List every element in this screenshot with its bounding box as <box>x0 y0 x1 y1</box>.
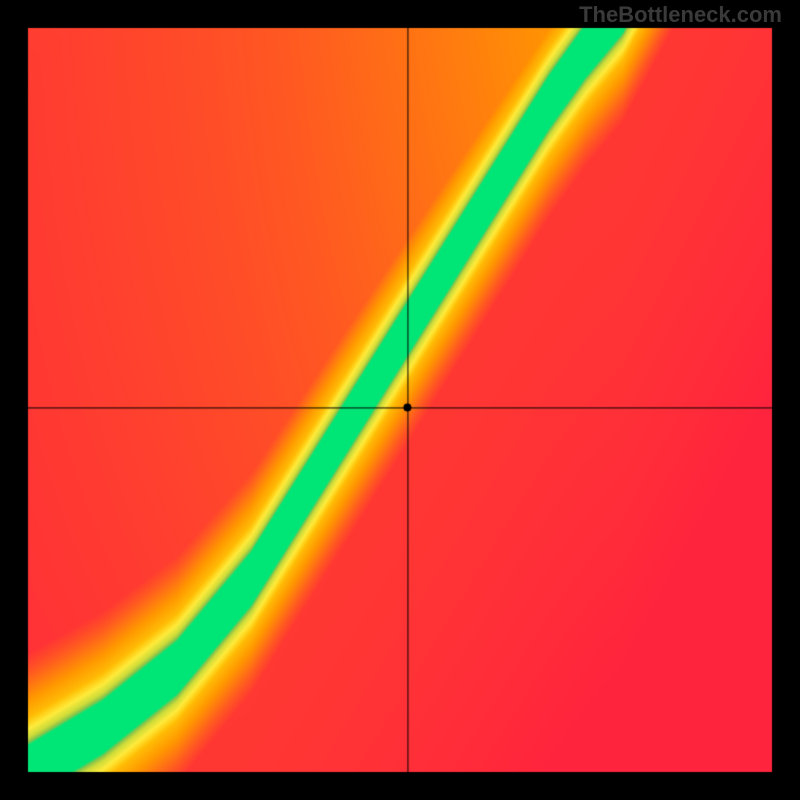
bottleneck-heatmap-chart: TheBottleneck.com <box>0 0 800 800</box>
watermark-text: TheBottleneck.com <box>579 2 782 28</box>
heatmap-canvas <box>0 0 800 800</box>
